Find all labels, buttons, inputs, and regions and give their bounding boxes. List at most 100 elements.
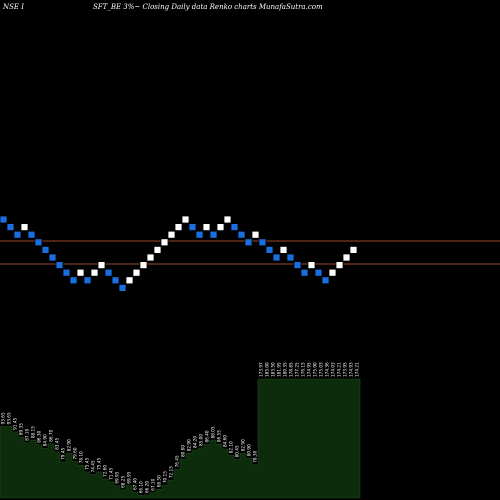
renko-down-brick: [321, 276, 330, 285]
volume-area-label: 174.95: [307, 362, 312, 377]
volume-area-label: 173.97: [259, 362, 264, 377]
volume-area-label: 69.95: [115, 471, 120, 483]
renko-down-brick: [34, 238, 43, 247]
volume-area: [0, 378, 361, 499]
volume-area-label: 67.40: [133, 478, 138, 490]
volume-area-label: 174.03: [331, 362, 336, 377]
header-left-label: NSE I: [2, 3, 24, 11]
renko-down-brick: [62, 268, 71, 277]
volume-area-label: 68.50: [157, 475, 162, 487]
volume-area-label: 68.25: [121, 476, 126, 488]
renko-up-brick: [251, 230, 260, 239]
renko-down-brick: [293, 261, 302, 270]
volume-area-label: 69.95: [127, 471, 132, 483]
renko-down-brick: [104, 268, 113, 277]
renko-down-brick: [118, 283, 127, 292]
volume-area-labels: 93.65 93.65 91.45 89.35 87.10 88.15 86.30 84.90…: [1, 362, 360, 493]
volume-area-label: 79.45: [61, 448, 66, 460]
volume-area-label: 84.90: [43, 434, 48, 446]
renko-up-brick: [20, 223, 29, 232]
renko-down-brick: [237, 230, 246, 239]
renko-down-brick: [265, 245, 274, 254]
renko-up-brick: [279, 245, 288, 254]
renko-up-brick: [125, 276, 134, 285]
volume-area-label: 177.25: [295, 362, 300, 377]
renko-down-brick: [41, 245, 50, 254]
volume-area-label: 70.15: [163, 471, 168, 483]
volume-area-label: 185.00: [265, 362, 270, 377]
volume-area-label: 74.45: [91, 460, 96, 472]
renko-down-brick: [111, 276, 120, 285]
volume-area-label: 80.60: [181, 445, 186, 457]
volume-area-label: 75.45: [97, 458, 102, 470]
volume-area-label: 80.45: [235, 445, 240, 457]
renko-up-brick: [181, 215, 190, 224]
volume-area-label: 91.45: [13, 418, 18, 430]
renko-down-brick: [83, 276, 92, 285]
renko-down-brick: [209, 230, 218, 239]
volume-area-label: 86.55: [217, 430, 222, 442]
volume-area-label: 174.21: [355, 362, 360, 377]
volume-area-label: 175.03: [319, 362, 324, 377]
renko-down-brick: [195, 230, 204, 239]
renko-down-brick: [55, 261, 64, 270]
volume-area-label: 183.50: [271, 362, 276, 377]
volume-area-label: 93.65: [7, 412, 12, 424]
renko-up-brick: [160, 238, 169, 247]
renko-down-brick: [286, 253, 295, 262]
renko-up-brick: [76, 268, 85, 277]
renko-down-brick: [13, 230, 22, 239]
renko-down-brick: [0, 215, 8, 224]
renko-down-brick: [244, 238, 253, 247]
volume-area-label: 181.95: [277, 362, 282, 377]
renko-up-brick: [132, 268, 141, 277]
volume-area-label: 175.90: [313, 362, 318, 377]
volume-area-label: 84.60: [223, 435, 228, 447]
volume-area-label: 66.10: [139, 481, 144, 493]
renko-down-brick: [27, 230, 36, 239]
volume-area-label: 85.00: [199, 434, 204, 446]
volume-area-label: 67.10: [151, 478, 156, 490]
renko-up-brick: [97, 261, 106, 270]
renko-up-brick: [328, 268, 337, 277]
volume-area-label: 86.30: [37, 430, 42, 442]
renko-down-brick: [258, 238, 267, 247]
volume-area-label: 75.45: [85, 458, 90, 470]
renko-up-brick: [307, 261, 316, 270]
volume-area-label: 83.45: [55, 438, 60, 450]
volume-area-label: 88.05: [211, 426, 216, 438]
volume-area-label: 78.30: [253, 450, 258, 462]
volume-area-label: 80.90: [247, 444, 252, 456]
volume-area-label: 82.90: [241, 439, 246, 451]
renko-up-brick: [139, 261, 148, 270]
volume-area-label: 71.45: [109, 468, 114, 480]
volume-area-label: 82.90: [187, 439, 192, 451]
renko-down-brick: [300, 268, 309, 277]
renko-down-brick: [69, 276, 78, 285]
volume-area-label: 174.36: [325, 362, 330, 377]
volume-area-label: 86.40: [205, 430, 210, 442]
header-center-label: SFT_BE 3%~ Closing Daily data Renko char…: [93, 3, 323, 11]
volume-area-label: 178.85: [289, 362, 294, 377]
volume-area-label: 87.10: [25, 428, 30, 440]
volume-area-label: 76.45: [175, 455, 180, 467]
volume-area-label: 93.65: [1, 412, 6, 424]
renko-up-brick: [202, 223, 211, 232]
volume-area-label: 79.60: [73, 447, 78, 459]
renko-up-brick: [349, 245, 358, 254]
renko-up-brick: [167, 230, 176, 239]
volume-area-label: 86.70: [49, 429, 54, 441]
volume-area-label: 174.93: [349, 362, 354, 377]
renko-up-brick: [223, 215, 232, 224]
volume-area-label: 176.15: [301, 362, 306, 377]
volume-area-label: 82.90: [67, 439, 72, 451]
renko-down-brick: [272, 253, 281, 262]
renko-up-brick: [174, 223, 183, 232]
renko-up-brick: [90, 268, 99, 277]
volume-area-label: 174.21: [337, 362, 342, 377]
renko-down-brick: [6, 223, 15, 232]
volume-area-label: 88.15: [31, 426, 36, 438]
volume-area-label: 66.20: [145, 481, 150, 493]
